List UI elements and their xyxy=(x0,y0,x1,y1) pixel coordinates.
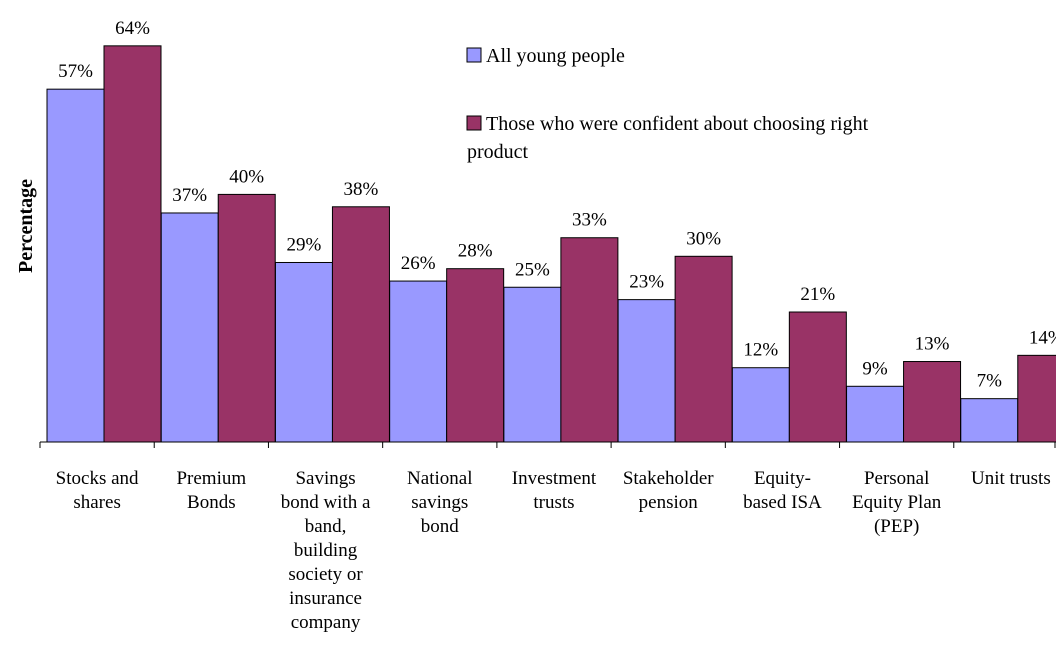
category-labels-layer: Stocks and shares Premium Bonds Savings bond … xyxy=(56,468,1051,633)
bar-stocks-and-shares-series-2 xyxy=(103,45,162,443)
bar-stakeholder-pension-series-2 xyxy=(674,255,733,443)
bar-unit-trusts-series-1 xyxy=(960,398,1019,443)
bar-investment-trusts-series-2 xyxy=(560,237,619,443)
bar-unit-trusts-series-2 xyxy=(1017,354,1056,443)
value-label: 7% xyxy=(977,371,1003,392)
bar-equity-based-isa-series-1 xyxy=(731,367,790,443)
value-label: 29% xyxy=(287,234,322,255)
category-label-savings-bond-with-a-band-building-society-or-insurance-company: Savings bond with a band, building society o… xyxy=(281,468,371,633)
category-label-national-savings-bond: National savings bond xyxy=(407,468,472,537)
bar-stakeholder-pension-series-1 xyxy=(617,299,676,443)
value-label: 64% xyxy=(115,18,150,39)
bar-national-savings-bond-series-1 xyxy=(389,280,448,443)
category-label-equity-based-isa: Equity-based ISA xyxy=(743,468,822,513)
value-label: 23% xyxy=(629,272,664,293)
value-label: 57% xyxy=(58,61,93,82)
category-label-premium-bonds: Premium Bonds xyxy=(176,468,246,513)
legend-label-series-1: All young people xyxy=(486,45,625,67)
bar-investment-trusts-series-1 xyxy=(503,286,562,443)
bar-savings-bond-with-a-band-building-society-or-insurance-company-series-1 xyxy=(274,261,333,443)
category-label-unit-trusts: Unit trusts xyxy=(971,468,1051,489)
value-label: 28% xyxy=(458,241,493,262)
value-label: 13% xyxy=(915,334,950,355)
axis-layer xyxy=(39,441,1056,448)
value-label: 40% xyxy=(229,166,264,187)
bar-premium-bonds-series-1 xyxy=(160,212,219,443)
bars-layer xyxy=(46,45,1056,443)
value-label: 21% xyxy=(800,284,835,305)
value-label: 12% xyxy=(743,340,778,361)
category-label-stocks-and-shares: Stocks and shares xyxy=(56,468,139,513)
legend-label-series-2: Those who were confident about choosing … xyxy=(467,113,869,163)
value-label: 33% xyxy=(572,210,607,231)
bar-equity-based-isa-series-2 xyxy=(788,311,847,443)
category-label-investment-trusts: Investment trusts xyxy=(512,468,597,513)
bar-personal-equity-plan-pep-series-1 xyxy=(846,385,905,443)
value-label: 38% xyxy=(344,179,379,200)
bar-premium-bonds-series-2 xyxy=(217,193,276,443)
legend-swatch-series-2 xyxy=(466,115,482,131)
category-label-personal-equity-plan-pep: Personal Equity Plan (PEP) xyxy=(852,468,942,537)
legend-swatch-series-1 xyxy=(466,47,482,63)
bar-savings-bond-with-a-band-building-society-or-insurance-company-series-2 xyxy=(331,206,390,443)
category-label-stakeholder-pension: Stakeholder pension xyxy=(623,468,714,513)
bar-personal-equity-plan-pep-series-2 xyxy=(903,361,962,443)
value-label: 25% xyxy=(515,259,550,280)
value-label: 30% xyxy=(686,228,721,249)
bar-national-savings-bond-series-2 xyxy=(446,268,505,443)
value-label: 9% xyxy=(862,358,888,379)
bar-stocks-and-shares-series-1 xyxy=(46,88,105,443)
value-label: 37% xyxy=(172,185,207,206)
y-axis-label: Percentage xyxy=(15,179,37,273)
legend: All young people Those who were confident… xyxy=(466,45,869,163)
value-label: 26% xyxy=(401,253,436,274)
value-labels-layer: 57% 64% 37% 40% 29% 38% 26% 28% 25% 33% 23% 30% 12% 2… xyxy=(58,18,1056,392)
value-label: 14% xyxy=(1029,327,1056,348)
